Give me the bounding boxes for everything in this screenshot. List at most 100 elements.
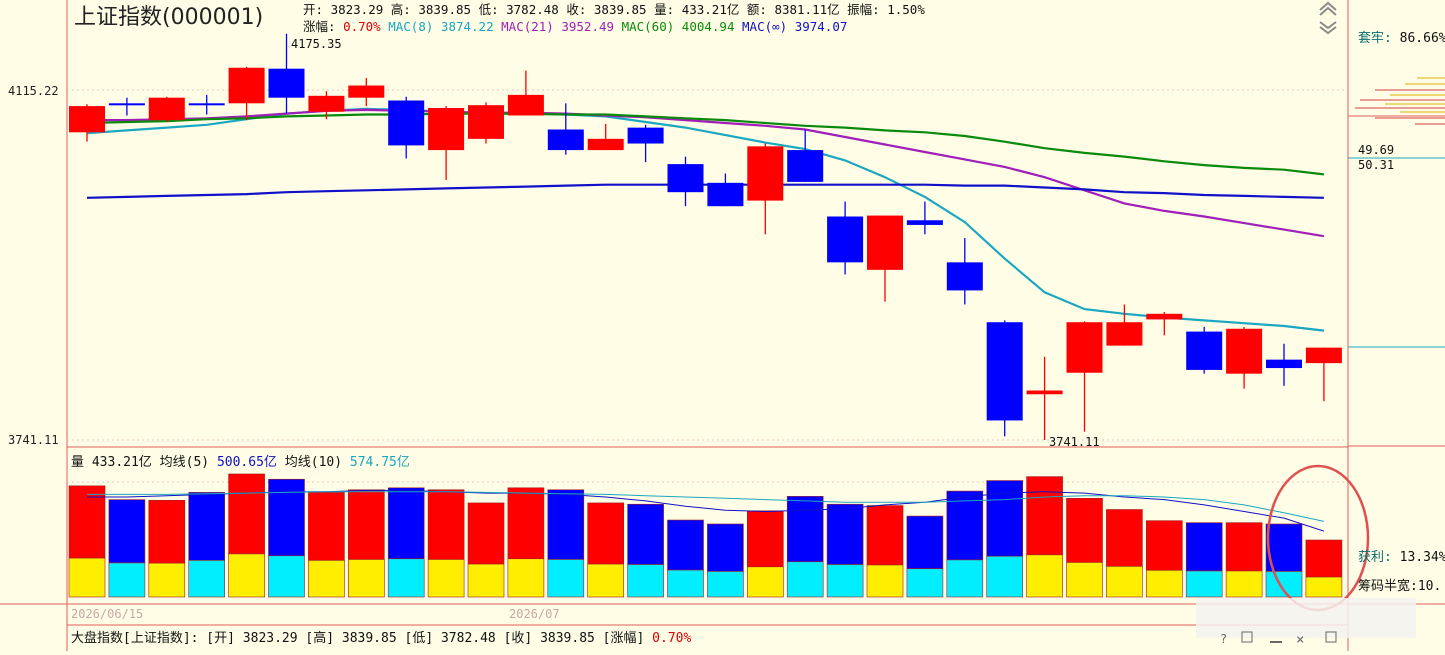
quote-line: 开: 3823.29 高: 3839.85 低: 3782.48 收: 3839… bbox=[303, 2, 925, 17]
volume-bar-upper bbox=[148, 499, 186, 564]
scroll-up-icon[interactable] bbox=[1319, 1, 1337, 16]
candle-19 bbox=[827, 201, 864, 275]
volume-bar-lower bbox=[627, 564, 664, 598]
volume-bar-lower bbox=[946, 559, 984, 598]
candle-6 bbox=[308, 91, 345, 120]
volume-bar-23 bbox=[986, 480, 1024, 598]
volume-bar-4 bbox=[228, 473, 265, 598]
candle-body bbox=[667, 164, 704, 193]
status-bar: 大盘指数[上证指数]: [开] 3823.29 [高] 3839.85 [低] … bbox=[71, 630, 691, 646]
chart-title: 上证指数(000001) bbox=[74, 5, 263, 30]
candle-body bbox=[587, 138, 624, 151]
volume-bar-3 bbox=[188, 492, 225, 598]
volume-series bbox=[68, 473, 1343, 598]
trapped-ratio: 套牢: 86.66% bbox=[1358, 30, 1445, 46]
candle-body bbox=[906, 220, 943, 225]
candle-13 bbox=[587, 123, 624, 151]
volume-bar-lower bbox=[826, 564, 864, 598]
volume-bar-upper bbox=[587, 502, 625, 565]
candle-body bbox=[268, 68, 305, 98]
volume-bar-upper bbox=[826, 503, 864, 565]
candle-2 bbox=[148, 96, 185, 123]
volume-bar-15 bbox=[667, 519, 704, 598]
candle-body bbox=[1066, 322, 1103, 373]
volume-bar-lower bbox=[68, 557, 106, 598]
volume-bar-0 bbox=[68, 485, 106, 598]
volume-bar-5 bbox=[268, 478, 305, 598]
volume-bar-16 bbox=[707, 523, 744, 598]
chip-distribution bbox=[1355, 77, 1445, 125]
candle-body bbox=[1106, 322, 1143, 346]
volume-bar-upper bbox=[387, 487, 425, 560]
profit-ratio: 获利: 13.34% bbox=[1358, 550, 1445, 565]
price-axis-top-label: 4115.22 bbox=[8, 84, 59, 98]
candle-body bbox=[468, 105, 504, 139]
help-icon[interactable]: ? bbox=[1220, 632, 1227, 646]
volume-bar-lower bbox=[228, 553, 265, 598]
volume-bar-26 bbox=[1106, 509, 1143, 598]
volume-bar-10 bbox=[467, 502, 505, 598]
candle-body bbox=[1305, 347, 1342, 364]
volume-bar-lower bbox=[467, 563, 505, 598]
volume-bar-18 bbox=[786, 496, 824, 598]
candle-body bbox=[547, 129, 584, 151]
volume-bar-upper bbox=[627, 503, 664, 565]
candle-4 bbox=[228, 66, 265, 121]
low-marker-label: 3741.11 bbox=[1049, 435, 1100, 449]
candle-24 bbox=[1026, 356, 1063, 440]
volume-bar-upper bbox=[308, 492, 345, 561]
volume-bar-lower bbox=[268, 555, 305, 598]
volume-bar-upper bbox=[427, 489, 465, 560]
volume-bar-lower bbox=[1106, 566, 1143, 598]
candle-8 bbox=[388, 96, 425, 159]
ma-line-MAC(60) bbox=[86, 112, 1325, 176]
volume-bar-upper bbox=[108, 499, 146, 564]
volume-bar-lower bbox=[347, 559, 385, 598]
chip-half-width: 筹码半宽:10. bbox=[1358, 578, 1441, 594]
volume-bar-upper bbox=[268, 478, 305, 557]
volume-bar-22 bbox=[946, 490, 984, 598]
candle-body bbox=[348, 85, 385, 98]
close-icon[interactable]: × bbox=[1296, 632, 1304, 648]
volume-bar-upper bbox=[1066, 498, 1103, 563]
volume-bar-upper bbox=[786, 496, 824, 563]
volume-bar-20 bbox=[866, 505, 904, 598]
indicator-line: 涨幅: 0.70% MAC(8) 3874.22 MAC(21) 3952.49… bbox=[303, 19, 847, 34]
candle-body bbox=[69, 106, 105, 133]
volume-bar-lower bbox=[786, 561, 824, 598]
volume-bar-lower bbox=[866, 564, 904, 598]
candle-31 bbox=[1305, 347, 1342, 402]
volume-bar-upper bbox=[347, 489, 385, 560]
volume-bar-17 bbox=[746, 510, 784, 598]
volume-bar-29 bbox=[1225, 522, 1263, 598]
candle-3 bbox=[188, 94, 225, 115]
volume-bar-upper bbox=[68, 485, 106, 559]
candle-body bbox=[867, 215, 903, 270]
maximize-icon[interactable] bbox=[1325, 631, 1337, 643]
volume-bar-lower bbox=[427, 559, 465, 598]
candle-body bbox=[308, 95, 345, 112]
scroll-down-icon[interactable] bbox=[1319, 21, 1337, 35]
volume-bar-upper bbox=[467, 502, 505, 565]
volume-bar-upper bbox=[507, 487, 545, 560]
candle-29 bbox=[1226, 326, 1263, 389]
candle-body bbox=[507, 94, 544, 116]
volume-bar-lower bbox=[1225, 570, 1263, 598]
candle-0 bbox=[69, 104, 105, 142]
date-label-0: 2026/06/15 bbox=[71, 607, 143, 621]
volume-bar-lower bbox=[986, 555, 1024, 598]
candle-body bbox=[627, 127, 664, 144]
candle-15 bbox=[667, 156, 704, 207]
candle-5 bbox=[268, 33, 305, 114]
volume-bar-lower bbox=[587, 563, 625, 598]
candle-26 bbox=[1106, 304, 1143, 346]
volume-bar-lower bbox=[746, 566, 784, 598]
ma-line-MAC(8) bbox=[86, 107, 1325, 332]
chip-ratio-bottom: 50.31 bbox=[1358, 158, 1394, 172]
restore-icon[interactable] bbox=[1241, 631, 1253, 643]
candle-17 bbox=[747, 143, 784, 235]
candle-body bbox=[1266, 359, 1302, 369]
volume-bar-19 bbox=[826, 503, 864, 598]
volume-bar-6 bbox=[308, 492, 345, 598]
